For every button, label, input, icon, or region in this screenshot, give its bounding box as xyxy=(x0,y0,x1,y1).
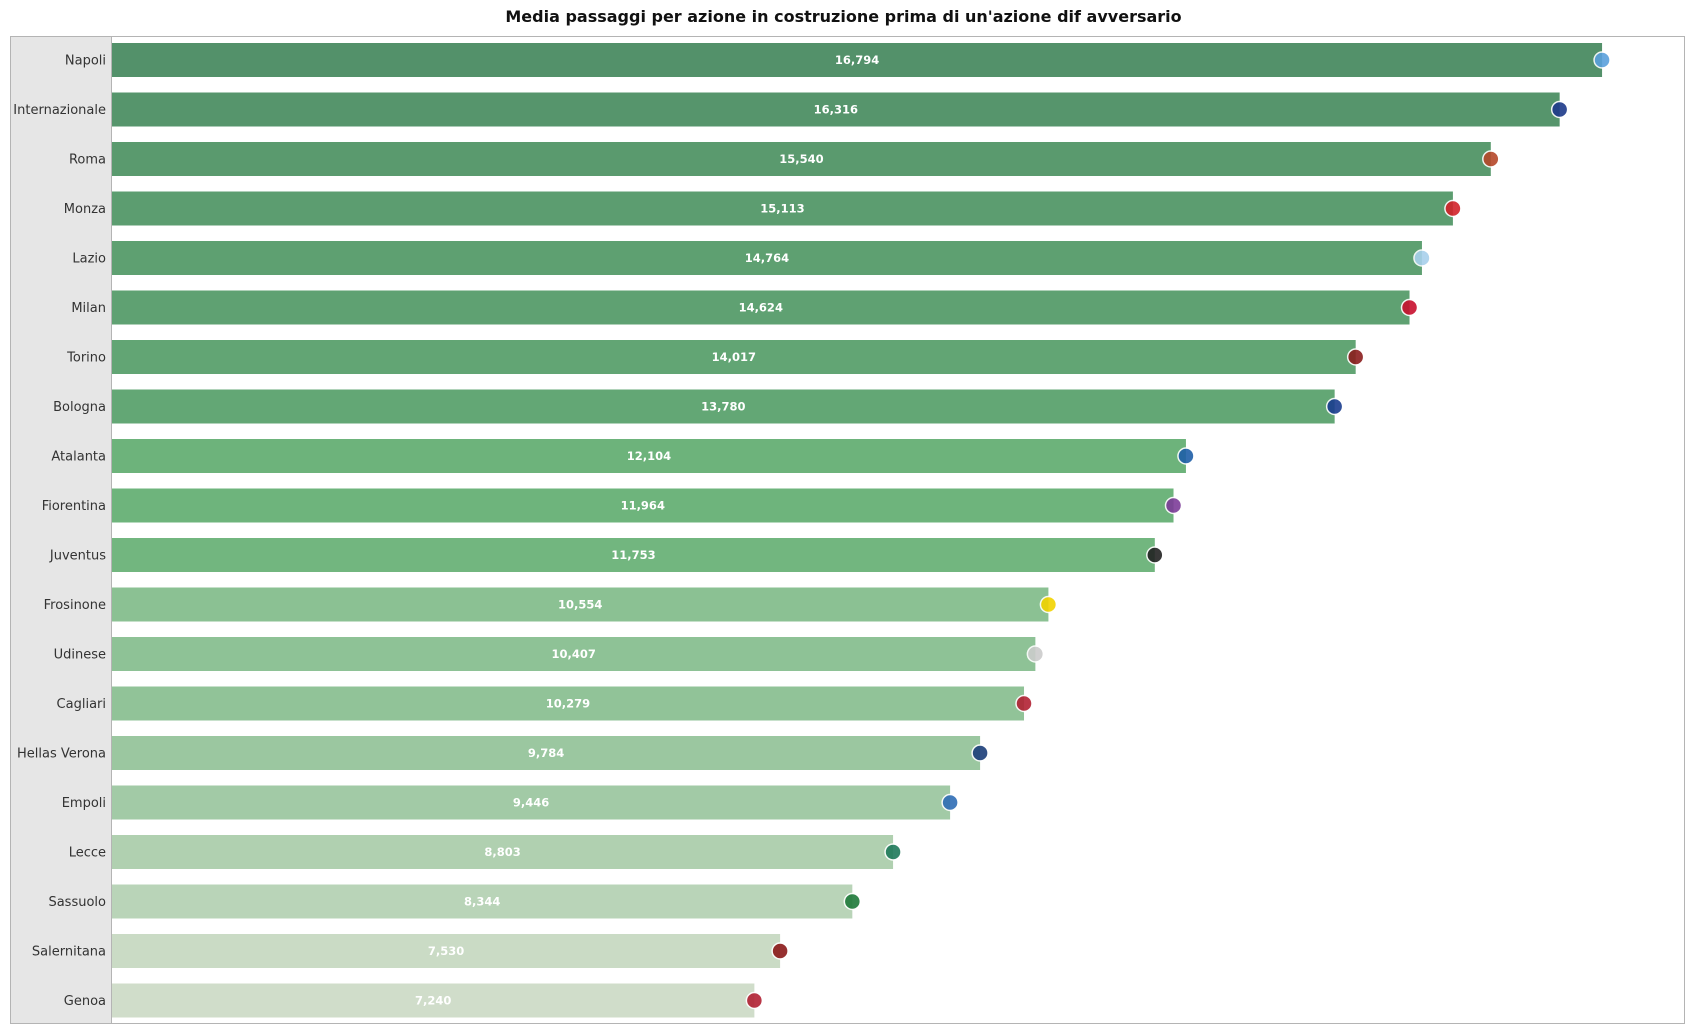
data-label: 11,964 xyxy=(621,499,665,513)
data-label: 16,794 xyxy=(835,53,879,67)
category-label: Cagliari xyxy=(57,697,106,712)
category-label: Monza xyxy=(64,202,106,217)
category-label: Genoa xyxy=(64,994,106,1009)
team-logo-icon xyxy=(1146,546,1164,564)
data-label: 7,240 xyxy=(415,994,451,1008)
category-label: Lazio xyxy=(72,252,106,267)
data-label: 10,279 xyxy=(546,697,590,711)
bar xyxy=(112,340,1356,374)
category-label: Napoli xyxy=(65,54,106,69)
team-logo-icon xyxy=(941,793,959,812)
data-label: 7,530 xyxy=(428,944,464,958)
bar xyxy=(112,785,951,820)
category-label: Milan xyxy=(71,301,106,316)
bar xyxy=(112,637,1036,671)
category-label: Empoli xyxy=(62,796,106,811)
bar xyxy=(112,934,781,968)
category-label: Internazionale xyxy=(13,103,106,118)
bar xyxy=(112,439,1186,473)
team-logo-icon xyxy=(745,991,764,1010)
team-logo-icon xyxy=(1550,100,1569,119)
team-logo-icon xyxy=(1177,447,1195,465)
category-axis xyxy=(11,37,112,1023)
data-label: 9,784 xyxy=(528,746,564,760)
bar xyxy=(112,884,853,919)
category-label: Torino xyxy=(66,351,106,366)
bar xyxy=(112,538,1155,572)
data-label: 8,803 xyxy=(484,845,520,859)
bar xyxy=(112,290,1410,325)
data-label: 10,407 xyxy=(551,647,595,661)
team-logo-icon xyxy=(771,942,789,960)
data-label: 9,446 xyxy=(513,796,549,810)
data-label: 10,554 xyxy=(558,598,602,612)
category-label: Bologna xyxy=(53,400,106,415)
data-label: 15,540 xyxy=(779,152,823,166)
category-label: Udinese xyxy=(54,648,106,663)
team-logo-icon xyxy=(1164,496,1183,515)
bar-chart: Napoli 16,794 Internazionale 16,316 Roma 15,5… xyxy=(13,43,1611,1018)
team-logo-icon xyxy=(1015,694,1033,713)
team-logo-icon xyxy=(1593,51,1611,69)
data-label: 14,624 xyxy=(739,301,783,315)
data-label: 13,780 xyxy=(701,400,745,414)
category-label: Lecce xyxy=(69,846,106,861)
data-label: 12,104 xyxy=(627,449,671,463)
team-logo-icon xyxy=(1039,595,1058,614)
bar xyxy=(112,835,894,869)
team-logo-icon xyxy=(971,744,989,762)
team-logo-icon xyxy=(1482,150,1500,168)
category-label: Hellas Verona xyxy=(17,747,106,762)
bar xyxy=(112,686,1025,721)
team-logo-icon xyxy=(1413,249,1431,267)
chart-title: Media passaggi per azione in costruzione… xyxy=(505,7,1182,26)
data-label: 15,113 xyxy=(760,202,804,216)
bar xyxy=(112,241,1422,275)
data-label: 11,753 xyxy=(611,548,655,562)
team-logo-icon xyxy=(1346,348,1365,366)
bar xyxy=(112,43,1603,77)
bar xyxy=(112,92,1560,127)
bar xyxy=(112,736,981,770)
category-label: Fiorentina xyxy=(42,499,106,514)
bar xyxy=(112,587,1049,622)
data-label: 14,764 xyxy=(745,251,789,265)
category-label: Atalanta xyxy=(51,450,106,465)
team-logo-icon xyxy=(1444,199,1462,218)
team-logo-icon xyxy=(843,892,862,911)
category-label: Frosinone xyxy=(44,598,106,613)
chart-panel: Napoli 16,794 Internazionale 16,316 Roma 15,5… xyxy=(10,36,1685,1024)
category-label: Sassuolo xyxy=(48,895,106,910)
bar xyxy=(112,142,1491,176)
data-label: 8,344 xyxy=(464,895,500,909)
bar xyxy=(112,488,1174,523)
category-label: Roma xyxy=(69,153,106,168)
data-label: 16,316 xyxy=(814,103,858,117)
team-logo-icon xyxy=(884,843,902,861)
team-logo-icon xyxy=(1400,298,1419,317)
bar xyxy=(112,983,755,1018)
bar xyxy=(112,191,1453,226)
data-label: 14,017 xyxy=(712,350,756,364)
team-logo-icon xyxy=(1325,397,1344,416)
category-label: Juventus xyxy=(49,549,106,564)
bar xyxy=(112,389,1335,424)
team-logo-icon xyxy=(1026,645,1045,663)
category-label: Salernitana xyxy=(32,945,106,960)
